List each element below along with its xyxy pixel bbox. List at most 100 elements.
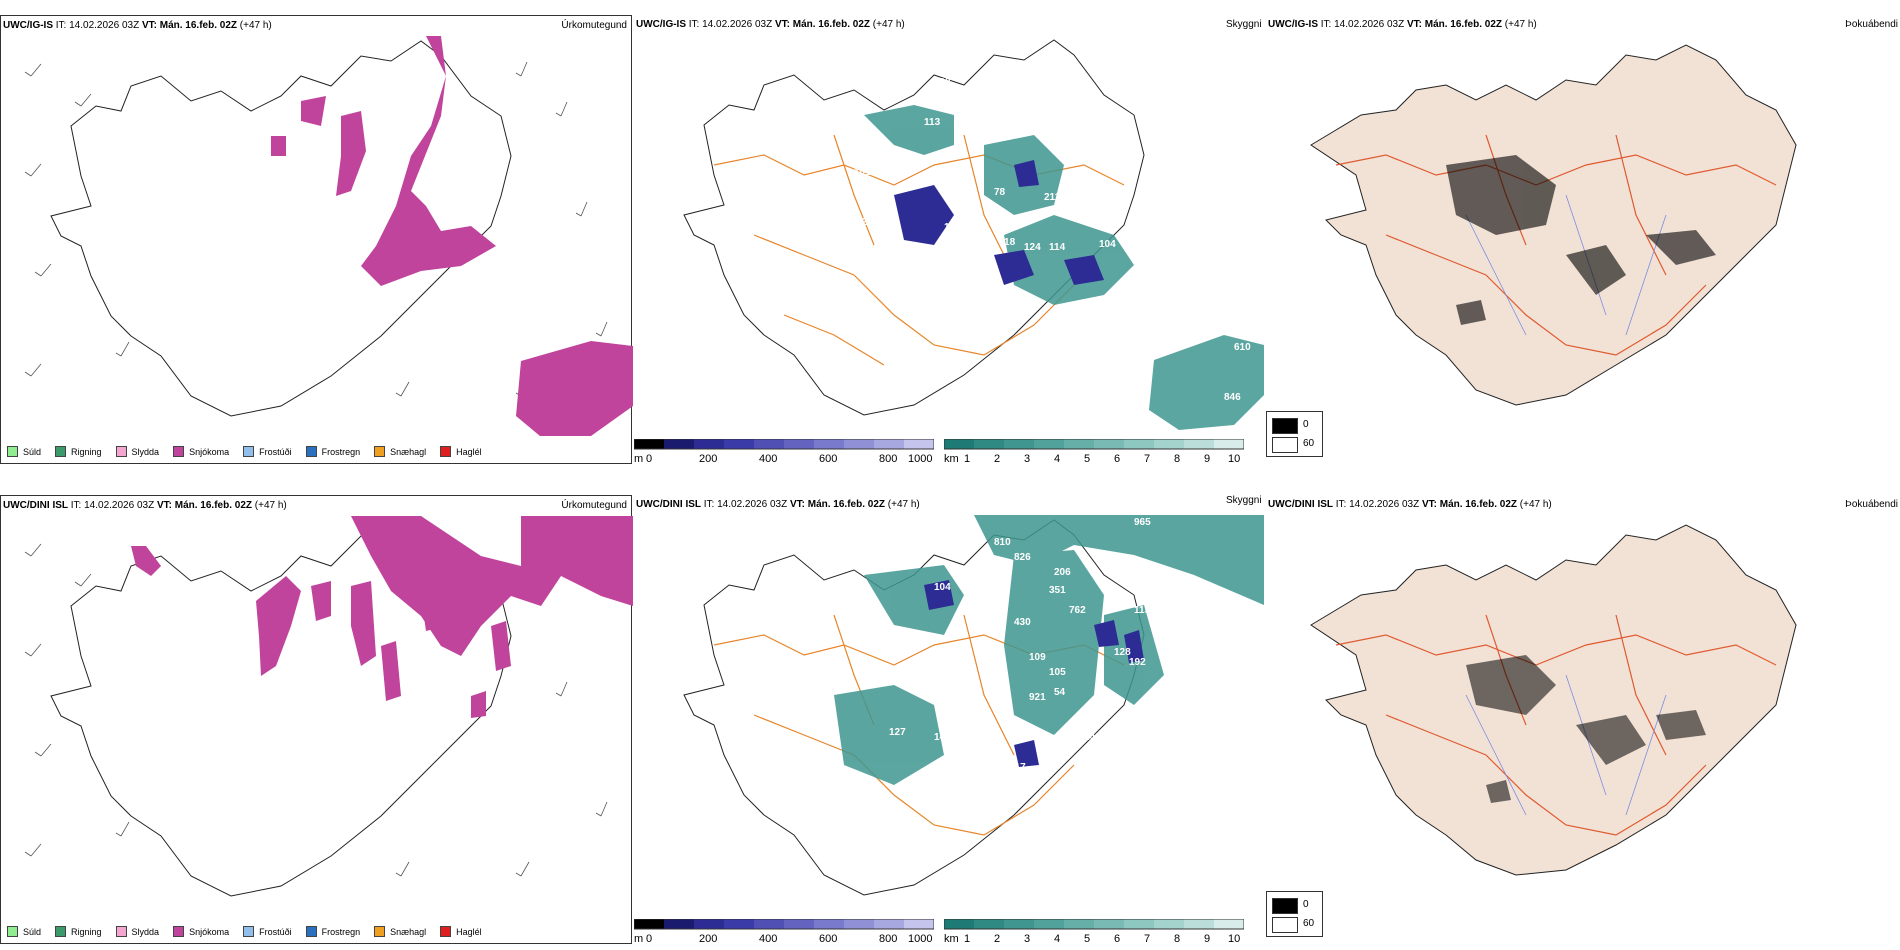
legend-item: Haglél: [440, 926, 482, 937]
fog-key-swatch: [1272, 917, 1298, 933]
fog-map: [1310, 524, 1797, 876]
visibility-value-label: 452: [994, 132, 1011, 143]
road-network: [713, 134, 1125, 366]
visibility-value-label: 148: [1084, 732, 1101, 743]
visibility-value-label: 826: [1014, 552, 1031, 563]
panel-title: Þokuábendi: [1845, 499, 1898, 510]
low-visibility-blue: [894, 160, 1104, 285]
visibility-value-label: 127: [889, 727, 906, 738]
visibility-value-label: 113: [924, 117, 941, 128]
low-visibility-blue: [924, 580, 1144, 767]
panel-title: Úrkomutegund: [561, 500, 627, 511]
tick: 1: [964, 453, 971, 465]
visibility-value-label: 430: [1014, 617, 1031, 628]
fog-key-label: 0: [1303, 899, 1309, 910]
legend-item: Frostúði: [243, 446, 292, 457]
legend-item: Súld: [7, 446, 41, 457]
iceland-coastline: [50, 40, 512, 417]
visibility-value-label: 610: [1234, 342, 1251, 353]
tick: 0: [646, 453, 653, 465]
tick: 400: [759, 933, 778, 945]
road-network: [1335, 614, 1777, 836]
low-visibility-teal: [864, 105, 1264, 430]
visibility-value-label: 109: [1029, 652, 1046, 663]
tick: 3: [1024, 453, 1031, 465]
wind-barbs: [24, 61, 608, 397]
legend-item: Haglél: [440, 446, 482, 457]
snow-areas: [131, 516, 633, 718]
visibility-value-label: 810: [994, 537, 1011, 548]
tick: 2: [994, 933, 1001, 945]
visibility-value-label: 118: [999, 237, 1016, 248]
visibility-panel-top: UWC/IG-IS IT: 14.02.2026 03Z VT: Mán. 16…: [633, 15, 1264, 465]
visibility-value-label: 403: [934, 77, 951, 88]
fog-key-bottom: 0 60: [1266, 891, 1323, 937]
panel-title: Þokuábendi: [1845, 19, 1898, 30]
panel-header: UWC/IG-IS IT: 14.02.2026 03Z VT: Mán. 16…: [636, 19, 905, 30]
precip-map: [24, 516, 633, 897]
tick: 8: [1174, 453, 1181, 465]
tick: 5: [1084, 933, 1091, 945]
legend-item: Frostregn: [305, 446, 360, 457]
visibility-value-label: 965: [1134, 517, 1151, 528]
panel-header: UWC/DINI ISL IT: 14.02.2026 03Z VT: Mán.…: [3, 500, 287, 511]
tick: 5: [1084, 453, 1091, 465]
colorbar-km: [943, 438, 1245, 450]
visibility-value-label: 124: [1024, 242, 1041, 253]
tick: 7: [1144, 453, 1151, 465]
visibility-value-label: 105: [1049, 667, 1066, 678]
precip-panel-top: UWC/IG-IS IT: 14.02.2026 03Z VT: Mán. 16…: [0, 15, 633, 464]
panel-title: Skyggni: [1226, 19, 1262, 30]
tick: 800: [879, 933, 898, 945]
fog-map: [1310, 44, 1797, 406]
tick: 9: [1204, 933, 1211, 945]
fog-key-swatch: [1272, 418, 1298, 434]
iceland-landmass: [1310, 44, 1797, 406]
visibility-value-label: 921: [1029, 692, 1046, 703]
visibility-value-label: 217: [1009, 762, 1026, 773]
precip-map: [24, 36, 633, 436]
tick: 6: [1114, 933, 1121, 945]
tick: 0: [646, 933, 653, 945]
visibility-scale-km: km 1 2 3 4 5 6 7 8 9 10: [943, 438, 1245, 469]
precip-legend: Súld Rigning Slydda Snjókoma Frostúði Fr…: [7, 926, 496, 937]
visibility-value-label: 114: [1049, 242, 1066, 253]
visibility-value-label: 206: [1054, 567, 1071, 578]
visibility-value-label: 113: [1134, 605, 1151, 616]
tick: 200: [699, 453, 718, 465]
fog-key-swatch: [1272, 437, 1298, 453]
visibility-value-label: 130: [1104, 762, 1121, 773]
tick: 10: [1228, 933, 1241, 945]
fog-shading: [1466, 655, 1706, 803]
precip-legend: Súld Rigning Slydda Snjókoma Frostúði Fr…: [7, 446, 496, 457]
legend-item: Slydda: [115, 446, 159, 457]
colorbar-km: [943, 918, 1245, 930]
visibility-value-label: 128: [1114, 647, 1131, 658]
visibility-value-label: 481: [989, 87, 1006, 98]
fog-key-top: 0 60: [1266, 411, 1323, 457]
fog-key-label: 60: [1303, 438, 1315, 449]
visibility-value-label: 23: [934, 152, 946, 163]
visibility-value-label: 351: [1049, 585, 1066, 596]
fog-panel-bottom: UWC/DINI ISL IT: 14.02.2026 03Z VT: Mán.…: [1266, 495, 1900, 885]
fog-key-label: 60: [1303, 918, 1315, 929]
panel-header: UWC/DINI ISL IT: 14.02.2026 03Z VT: Mán.…: [1268, 499, 1552, 510]
tick: 7: [1144, 933, 1151, 945]
visibility-panel-bottom: UWC/DINI ISL IT: 14.02.2026 03Z VT: Mán.…: [633, 495, 1264, 945]
legend-item: Rigning: [55, 926, 102, 937]
legend-item: Snæhagl: [374, 446, 426, 457]
tick: 3: [1024, 933, 1031, 945]
unit-label: km: [944, 933, 959, 945]
iceland-coastline: [50, 520, 512, 897]
tick: 6: [1114, 453, 1121, 465]
legend-item: Frostúði: [243, 926, 292, 937]
visibility-value-label: 211: [1044, 192, 1061, 203]
tick: 1000: [908, 933, 933, 945]
fog-key-label: 0: [1303, 419, 1309, 430]
visibility-value-label: 192: [1129, 657, 1146, 668]
visibility-scale-km: km 1 2 3 4 5 6 7 8 9 10: [943, 918, 1245, 949]
tick: 4: [1054, 453, 1061, 465]
colorbar-m: [633, 918, 935, 930]
legend-item: Súld: [7, 926, 41, 937]
tick: 2: [994, 453, 1001, 465]
